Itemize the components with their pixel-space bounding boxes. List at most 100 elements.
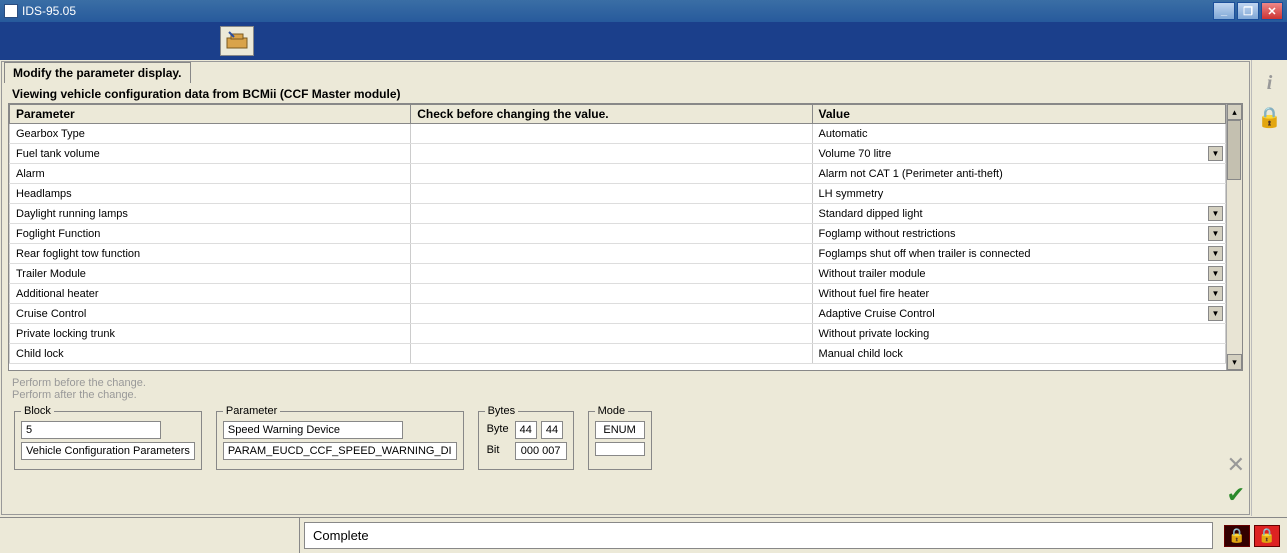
- cell-parameter: Trailer Module: [10, 264, 411, 284]
- cell-parameter: Private locking trunk: [10, 324, 411, 344]
- toolbar: [0, 22, 1287, 60]
- cell-check: [411, 124, 812, 144]
- dropdown-arrow-icon[interactable]: ▼: [1208, 266, 1223, 281]
- byte-b: 44: [541, 421, 563, 439]
- cell-value[interactable]: Automatic: [812, 124, 1225, 144]
- tab-modify-display[interactable]: Modify the parameter display.: [4, 62, 191, 83]
- scroll-up-button[interactable]: ▴: [1227, 104, 1242, 120]
- dropdown-arrow-icon[interactable]: ▼: [1208, 206, 1223, 221]
- block-desc: Vehicle Configuration Parameters: [21, 442, 195, 460]
- status-text: Complete: [304, 522, 1213, 549]
- table-row[interactable]: Headlamps LH symmetry: [10, 184, 1226, 204]
- dropdown-arrow-icon[interactable]: ▼: [1208, 226, 1223, 241]
- table-row[interactable]: Daylight running lamps Standard dipped li…: [10, 204, 1226, 224]
- table-row[interactable]: Foglight Function Foglamp without restric…: [10, 224, 1226, 244]
- minimize-button[interactable]: _: [1213, 2, 1235, 20]
- maximize-button[interactable]: ❐: [1237, 2, 1259, 20]
- block-legend: Block: [21, 405, 54, 417]
- hints: Perform before the change. Perform after…: [2, 371, 1249, 405]
- parameter-id: PARAM_EUCD_CCF_SPEED_WARNING_DI: [223, 442, 457, 460]
- status-left: [0, 518, 300, 553]
- confirm-button[interactable]: ✔: [1227, 482, 1245, 508]
- right-sidebar: i 🔒: [1251, 60, 1287, 516]
- cell-value[interactable]: Foglamps shut off when trailer is connec…: [812, 244, 1225, 264]
- statusbar: Complete 🔒 🔒: [0, 517, 1287, 553]
- cell-value[interactable]: Standard dipped light▼: [812, 204, 1225, 224]
- table-row[interactable]: Additional heater Without fuel fire heate…: [10, 284, 1226, 304]
- cell-parameter: Alarm: [10, 164, 411, 184]
- scroll-down-button[interactable]: ▾: [1227, 354, 1242, 370]
- bytes-fieldset: Bytes Byte 44 44 Bit 000 007: [478, 405, 574, 470]
- cell-check: [411, 324, 812, 344]
- block-fieldset: Block 5 Vehicle Configuration Parameters: [14, 405, 202, 470]
- info-icon[interactable]: i: [1257, 70, 1283, 96]
- cell-parameter: Foglight Function: [10, 224, 411, 244]
- cell-value[interactable]: Alarm not CAT 1 (Perimeter anti-theft): [812, 164, 1225, 184]
- table-row[interactable]: Private locking trunk Without private loc…: [10, 324, 1226, 344]
- toolbox-button[interactable]: [220, 26, 254, 56]
- cell-value[interactable]: Foglamp without restrictions▼: [812, 224, 1225, 244]
- table-row[interactable]: Cruise Control Adaptive Cruise Control▼: [10, 304, 1226, 324]
- cell-parameter: Fuel tank volume: [10, 144, 411, 164]
- table-scrollbar[interactable]: ▴ ▾: [1226, 104, 1242, 370]
- cell-check: [411, 144, 812, 164]
- cell-value[interactable]: Adaptive Cruise Control▼: [812, 304, 1225, 324]
- cell-check: [411, 344, 812, 364]
- col-parameter: Parameter: [10, 105, 411, 124]
- cell-value[interactable]: LH symmetry: [812, 184, 1225, 204]
- byte-a: 44: [515, 421, 537, 439]
- table-row[interactable]: Fuel tank volume Volume 70 litre▼: [10, 144, 1226, 164]
- cell-parameter: Cruise Control: [10, 304, 411, 324]
- cell-check: [411, 244, 812, 264]
- cell-value[interactable]: Without trailer module▼: [812, 264, 1225, 284]
- app-icon: [4, 4, 18, 18]
- dropdown-arrow-icon[interactable]: ▼: [1208, 286, 1223, 301]
- bytes-legend: Bytes: [485, 405, 519, 417]
- cell-value[interactable]: Manual child lock: [812, 344, 1225, 364]
- col-value: Value: [812, 105, 1225, 124]
- table-row[interactable]: Child lock Manual child lock: [10, 344, 1226, 364]
- bit-label: Bit: [485, 442, 511, 460]
- cell-check: [411, 204, 812, 224]
- cell-check: [411, 164, 812, 184]
- col-check: Check before changing the value.: [411, 105, 812, 124]
- dropdown-arrow-icon[interactable]: ▼: [1208, 146, 1223, 161]
- window-title: IDS-95.05: [22, 4, 76, 18]
- dropdown-arrow-icon[interactable]: ▼: [1208, 246, 1223, 261]
- cell-parameter: Gearbox Type: [10, 124, 411, 144]
- cancel-button[interactable]: ✕: [1227, 452, 1245, 478]
- block-num: 5: [21, 421, 161, 439]
- lock-icon[interactable]: 🔒: [1257, 104, 1283, 130]
- table-row[interactable]: Alarm Alarm not CAT 1 (Perimeter anti-the…: [10, 164, 1226, 184]
- mode-empty: [595, 442, 645, 456]
- mode-fieldset: Mode ENUM: [588, 405, 652, 470]
- cell-value[interactable]: Volume 70 litre▼: [812, 144, 1225, 164]
- dropdown-arrow-icon[interactable]: ▼: [1208, 306, 1223, 321]
- cell-value[interactable]: Without fuel fire heater▼: [812, 284, 1225, 304]
- cell-parameter: Child lock: [10, 344, 411, 364]
- cell-parameter: Headlamps: [10, 184, 411, 204]
- table-row[interactable]: Trailer Module Without trailer module▼: [10, 264, 1226, 284]
- cell-parameter: Additional heater: [10, 284, 411, 304]
- table-row[interactable]: Gearbox Type Automatic: [10, 124, 1226, 144]
- status-indicators: 🔒 🔒: [1217, 518, 1287, 553]
- cell-check: [411, 264, 812, 284]
- close-button[interactable]: ✕: [1261, 2, 1283, 20]
- hint-before: Perform before the change.: [12, 377, 1239, 389]
- lock-indicator-red: 🔒: [1254, 525, 1280, 547]
- parameter-name: Speed Warning Device: [223, 421, 403, 439]
- cell-check: [411, 184, 812, 204]
- cell-parameter: Daylight running lamps: [10, 204, 411, 224]
- subtitle: Viewing vehicle configuration data from …: [2, 83, 1249, 103]
- cell-check: [411, 304, 812, 324]
- scroll-thumb[interactable]: [1227, 120, 1241, 180]
- cell-value[interactable]: Without private locking: [812, 324, 1225, 344]
- table-row[interactable]: Rear foglight tow functionFoglamps shut …: [10, 244, 1226, 264]
- window-titlebar: IDS-95.05 _ ❐ ✕: [0, 0, 1287, 22]
- cell-check: [411, 224, 812, 244]
- cell-check: [411, 284, 812, 304]
- bit-val: 000 007: [515, 442, 567, 460]
- toolbox-icon: [225, 30, 249, 53]
- mode-legend: Mode: [595, 405, 629, 417]
- byte-label: Byte: [485, 421, 511, 439]
